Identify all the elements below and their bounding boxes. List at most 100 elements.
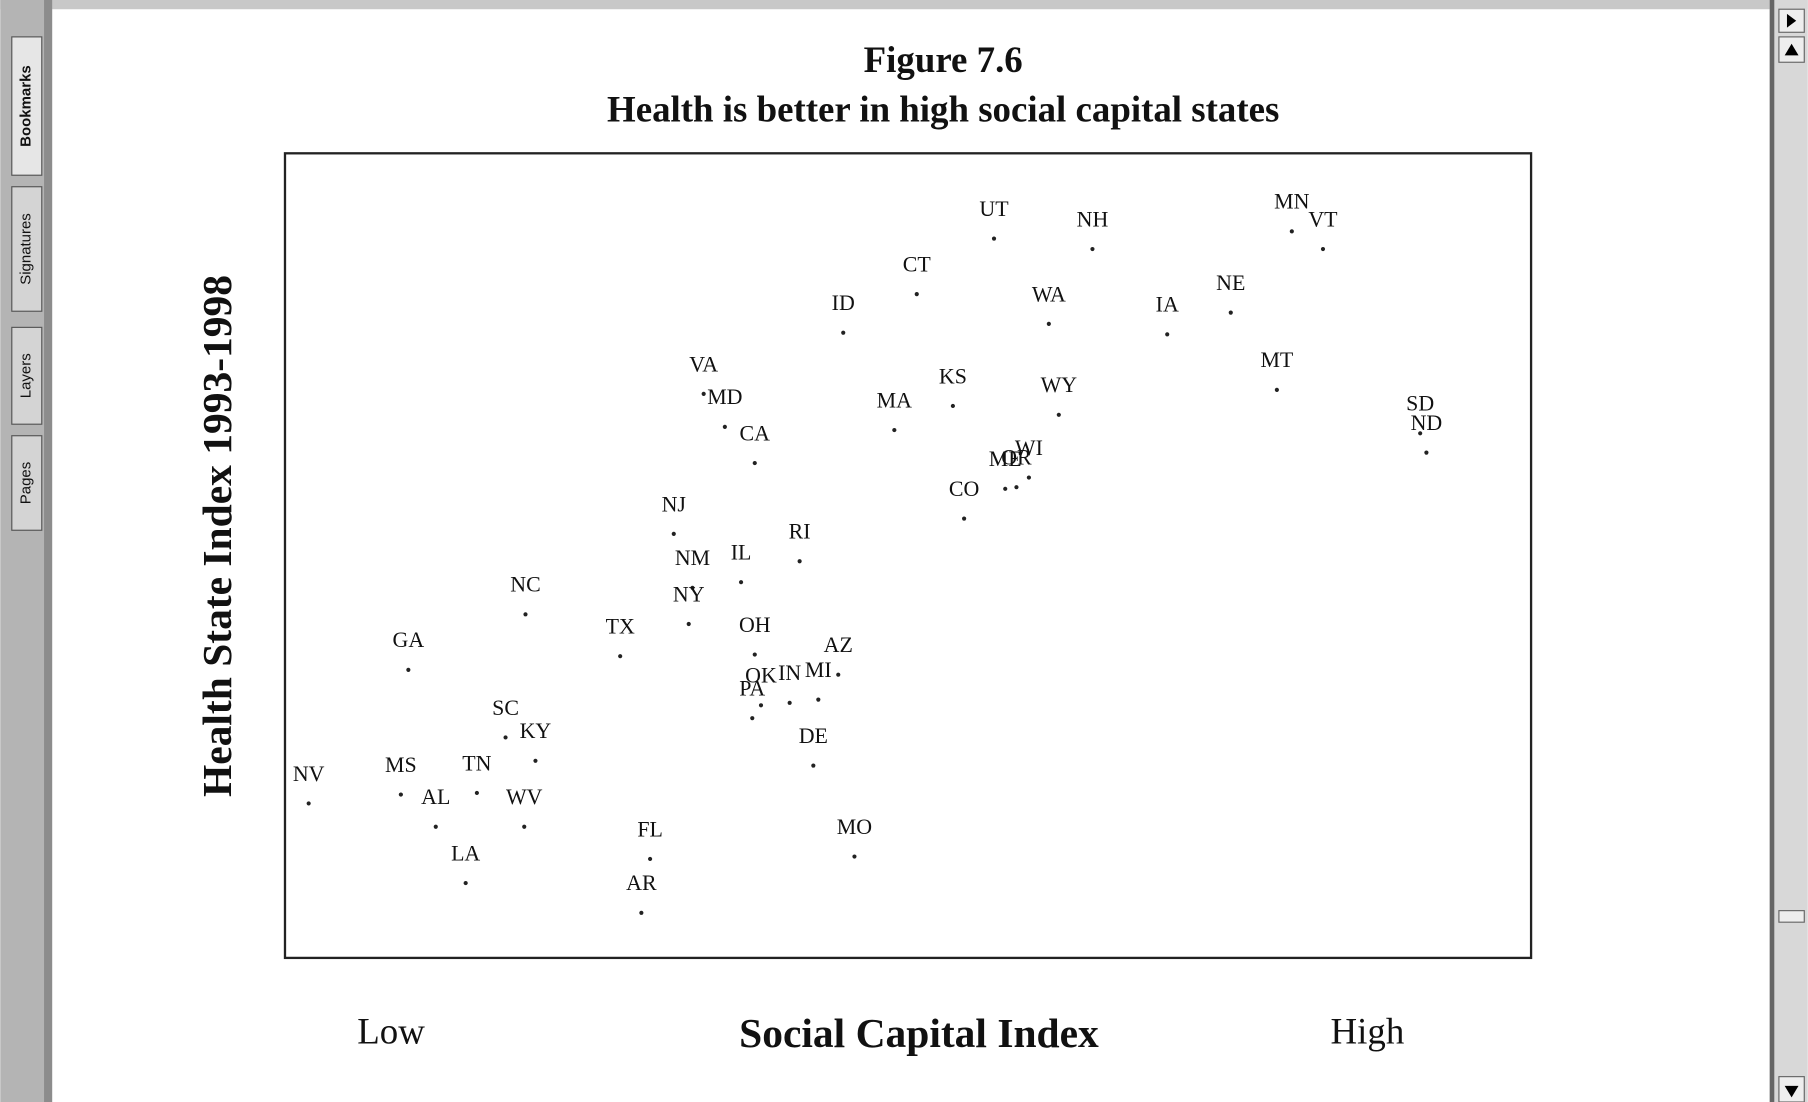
point-label: KS (939, 363, 967, 388)
arrow-icon (1784, 43, 1799, 56)
x-axis-label: Social Capital Index (739, 1010, 1099, 1056)
point-label: NE (1216, 270, 1245, 295)
tab[interactable] (11, 186, 43, 312)
point (671, 531, 676, 536)
point (750, 716, 755, 721)
point-label: UT (979, 196, 1009, 221)
point-label: OK (745, 663, 777, 688)
point (1165, 332, 1170, 337)
point (522, 824, 527, 829)
point-label: SD (1406, 391, 1434, 416)
chart-subtitle: Health is better in high social capital … (607, 88, 1279, 129)
point-label: MN (1274, 189, 1309, 214)
point-label: MI (805, 657, 832, 682)
scroll-track[interactable] (1769, 0, 1808, 1102)
point (752, 652, 757, 657)
point (1026, 475, 1031, 480)
point (433, 824, 438, 829)
point (722, 424, 727, 429)
point-label: WA (1032, 281, 1066, 306)
point (523, 612, 528, 617)
tab-label[interactable]: Signatures (18, 213, 35, 285)
arrow-icon (1784, 1085, 1799, 1098)
point-label: ND (1411, 410, 1443, 435)
point (474, 790, 479, 796)
point-label: GA (393, 627, 425, 652)
point (991, 236, 997, 241)
point-label: TN (462, 750, 491, 775)
point-label: CO (949, 476, 979, 501)
point-label: CT (903, 251, 932, 276)
point (463, 881, 468, 886)
point-label: MD (707, 384, 742, 409)
x-low-label: Low (357, 1011, 425, 1052)
point-label: OR (1001, 445, 1032, 470)
point-label: AZ (824, 632, 853, 657)
point-label: WI (1015, 435, 1043, 460)
point (962, 516, 967, 521)
point (1056, 412, 1061, 417)
plot-frame (283, 152, 1533, 960)
point (787, 700, 792, 705)
point (533, 758, 538, 763)
tab-group: Bookmarks Signatures Layers Pages (11, 36, 43, 531)
point (811, 763, 816, 768)
point (648, 856, 653, 862)
point-label: MO (837, 814, 872, 839)
scroll-edge (1769, 0, 1775, 1102)
point-label: MA (877, 387, 912, 412)
point-label: IA (1156, 292, 1179, 317)
point (639, 910, 644, 915)
point (306, 801, 311, 806)
point-label: PA (739, 676, 765, 701)
panel-border (44, 0, 53, 1102)
y-axis-label: Health State Index 1993-1998 (194, 275, 240, 797)
scroll-thumb[interactable] (1778, 910, 1805, 923)
tab-label[interactable]: Bookmarks (18, 65, 35, 147)
point (406, 667, 411, 672)
point (1003, 486, 1008, 491)
point-label: AL (421, 784, 450, 809)
point-label: NM (675, 545, 710, 570)
scrollbar (1769, 0, 1808, 1102)
arrow-icon (1786, 13, 1797, 28)
point-label: CA (740, 420, 771, 445)
point (892, 428, 897, 433)
point (758, 703, 764, 708)
point-label: WV (506, 784, 543, 809)
tab[interactable] (11, 36, 43, 176)
point (686, 621, 691, 627)
point (950, 403, 955, 409)
point (1090, 246, 1095, 252)
point-label: SC (492, 695, 519, 720)
point-label: IL (731, 540, 752, 565)
point (1320, 246, 1326, 252)
tab[interactable] (11, 435, 43, 531)
point (398, 792, 403, 797)
tab-label[interactable]: Layers (18, 353, 35, 398)
side-panel (0, 0, 53, 1102)
point-label: ME (989, 446, 1022, 471)
point (1424, 450, 1429, 455)
point (752, 461, 757, 466)
point-label: KY (520, 718, 552, 743)
point-label: RI (789, 519, 811, 544)
point-label: DE (799, 723, 828, 748)
point-label: MT (1260, 347, 1293, 372)
point-label: NV (293, 761, 325, 786)
point (503, 735, 508, 740)
tab-label[interactable]: Pages (18, 462, 35, 504)
point-label: WY (1041, 372, 1078, 397)
tab[interactable] (11, 326, 43, 425)
point (852, 854, 857, 859)
point-label: OH (739, 612, 771, 637)
point-label: IN (778, 660, 801, 685)
point-label: TX (606, 614, 635, 639)
point-label: FL (637, 816, 663, 841)
point (690, 585, 695, 590)
chart-title: Figure 7.6 (864, 39, 1023, 80)
point (1014, 485, 1019, 490)
point-label: MS (385, 752, 417, 777)
